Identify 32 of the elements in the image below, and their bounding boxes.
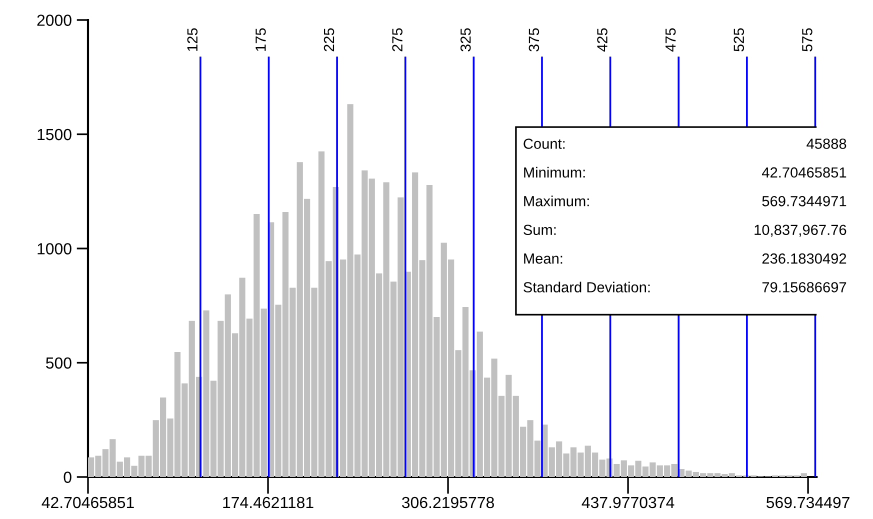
x-tick-label: 42.70465851 — [42, 496, 134, 508]
ref-line-label: 275 — [392, 28, 402, 52]
ref-line-label: 175 — [256, 28, 266, 51]
annotation: 79.15686697 — [762, 282, 846, 292]
annotation: Maximum: — [524, 196, 589, 206]
ref-line-label: 125 — [187, 28, 198, 51]
ref-line-label: 425 — [597, 28, 608, 52]
annotation: 236.1830492 — [762, 253, 846, 264]
annotation: 10,837,967.76 — [754, 224, 846, 237]
y-tick-label: 500 — [46, 357, 72, 369]
annotation: Minimum: — [524, 166, 585, 178]
annotation: Count: — [524, 138, 565, 149]
ref-line-label: 325 — [460, 28, 471, 52]
x-tick-label: 569.734497 — [766, 496, 850, 508]
annotation: 45888 — [806, 138, 846, 149]
x-tick-label: 174.4621181 — [223, 496, 314, 508]
y-tick-label: 2000 — [37, 14, 72, 26]
y-tick-label: 1500 — [38, 128, 72, 140]
ref-line-label: 475 — [666, 28, 676, 52]
ref-line-label: 375 — [528, 28, 540, 52]
annotation: Sum: — [524, 224, 556, 236]
annotation: 42.70465851 — [762, 167, 846, 178]
y-tick-label: 1000 — [38, 243, 72, 254]
x-tick-label: 437.9770374 — [582, 496, 674, 508]
y-tick-label: 0 — [64, 472, 72, 483]
annotation: Mean: — [524, 254, 562, 264]
ref-line-label: 575 — [802, 28, 812, 52]
ref-line-label: 525 — [734, 28, 744, 52]
annotation: 569.7344971 — [762, 196, 846, 206]
ref-line-label: 225 — [324, 28, 334, 52]
annotation: Standard Deviation: — [524, 282, 650, 292]
x-tick-label: 306.2195778 — [402, 496, 494, 508]
